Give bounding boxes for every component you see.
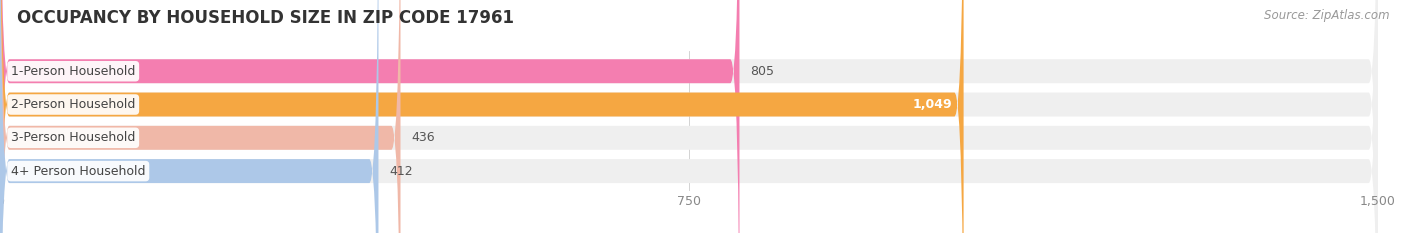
- Text: OCCUPANCY BY HOUSEHOLD SIZE IN ZIP CODE 17961: OCCUPANCY BY HOUSEHOLD SIZE IN ZIP CODE …: [17, 9, 513, 27]
- Text: 436: 436: [412, 131, 434, 144]
- Text: 1-Person Household: 1-Person Household: [11, 65, 135, 78]
- FancyBboxPatch shape: [0, 0, 401, 233]
- Text: 4+ Person Household: 4+ Person Household: [11, 164, 146, 178]
- Text: 3-Person Household: 3-Person Household: [11, 131, 135, 144]
- Text: 2-Person Household: 2-Person Household: [11, 98, 135, 111]
- FancyBboxPatch shape: [0, 0, 740, 233]
- FancyBboxPatch shape: [0, 0, 963, 233]
- Text: 412: 412: [389, 164, 413, 178]
- FancyBboxPatch shape: [0, 0, 378, 233]
- Text: Source: ZipAtlas.com: Source: ZipAtlas.com: [1264, 9, 1389, 22]
- Text: 805: 805: [751, 65, 775, 78]
- Text: 1,049: 1,049: [912, 98, 953, 111]
